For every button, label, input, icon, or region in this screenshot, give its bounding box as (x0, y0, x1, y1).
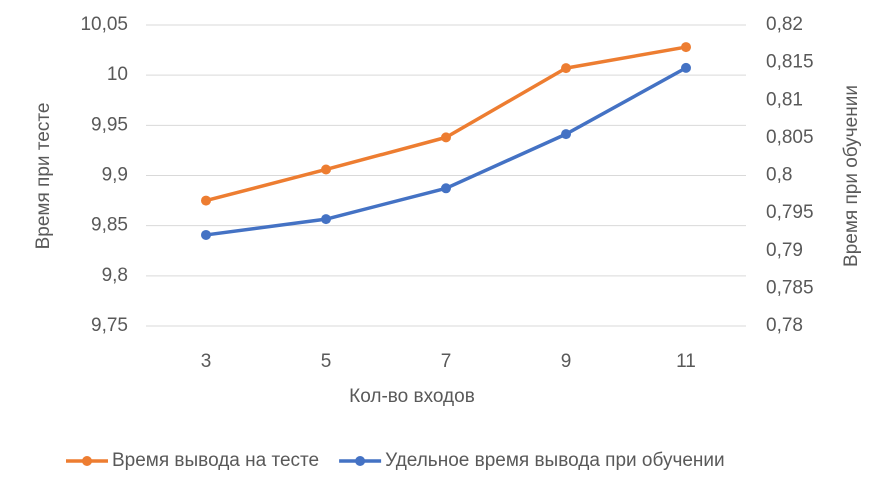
data-point (201, 195, 211, 206)
y-tick-label: 9,8 (102, 265, 128, 286)
y2-tick-label: 0,78 (766, 315, 803, 336)
y2-tick-label: 0,8 (766, 165, 792, 186)
legend-marker (82, 456, 92, 466)
y2-tick-label: 0,805 (766, 127, 814, 148)
data-point (561, 129, 571, 140)
series-line (205, 66, 687, 237)
data-point (441, 183, 451, 194)
x-tick-label: 11 (676, 351, 696, 372)
x-axis-title: Кол-во входов (349, 386, 475, 407)
y-tick-label: 9,85 (91, 215, 128, 236)
data-point (441, 132, 451, 143)
x-tick-label: 5 (321, 351, 332, 372)
x-tick-label: 9 (561, 351, 572, 372)
y2-tick-label: 0,795 (766, 202, 814, 223)
legend-label: Время вывода на тесте (112, 450, 319, 471)
y-tick-label: 9,95 (91, 114, 128, 135)
y2-tick-label: 0,81 (766, 89, 803, 110)
y-tick-label: 9,9 (102, 165, 128, 186)
x-tick-label: 7 (441, 351, 452, 372)
x-tick-label: 3 (201, 351, 212, 372)
y-tick-label: 10 (107, 64, 128, 85)
y2-tick-label: 0,82 (766, 14, 803, 35)
data-point (561, 63, 571, 74)
data-point (321, 214, 331, 225)
data-point (681, 62, 691, 73)
y-tick-label: 10,05 (80, 14, 128, 35)
y2-tick-label: 0,815 (766, 52, 814, 73)
data-point (321, 164, 331, 175)
data-point (201, 229, 211, 240)
y2-tick-label: 0,79 (766, 240, 803, 261)
y-tick-label: 9,75 (91, 315, 128, 336)
series-line (205, 45, 687, 203)
y2-tick-label: 0,785 (766, 277, 814, 298)
legend-label: Удельное время вывода при обучении (385, 450, 725, 471)
data-point (681, 42, 691, 53)
legend-marker (355, 456, 366, 466)
y2-axis-title: Время при обучении (841, 85, 862, 267)
y-axis-title: Время при тесте (33, 103, 54, 250)
